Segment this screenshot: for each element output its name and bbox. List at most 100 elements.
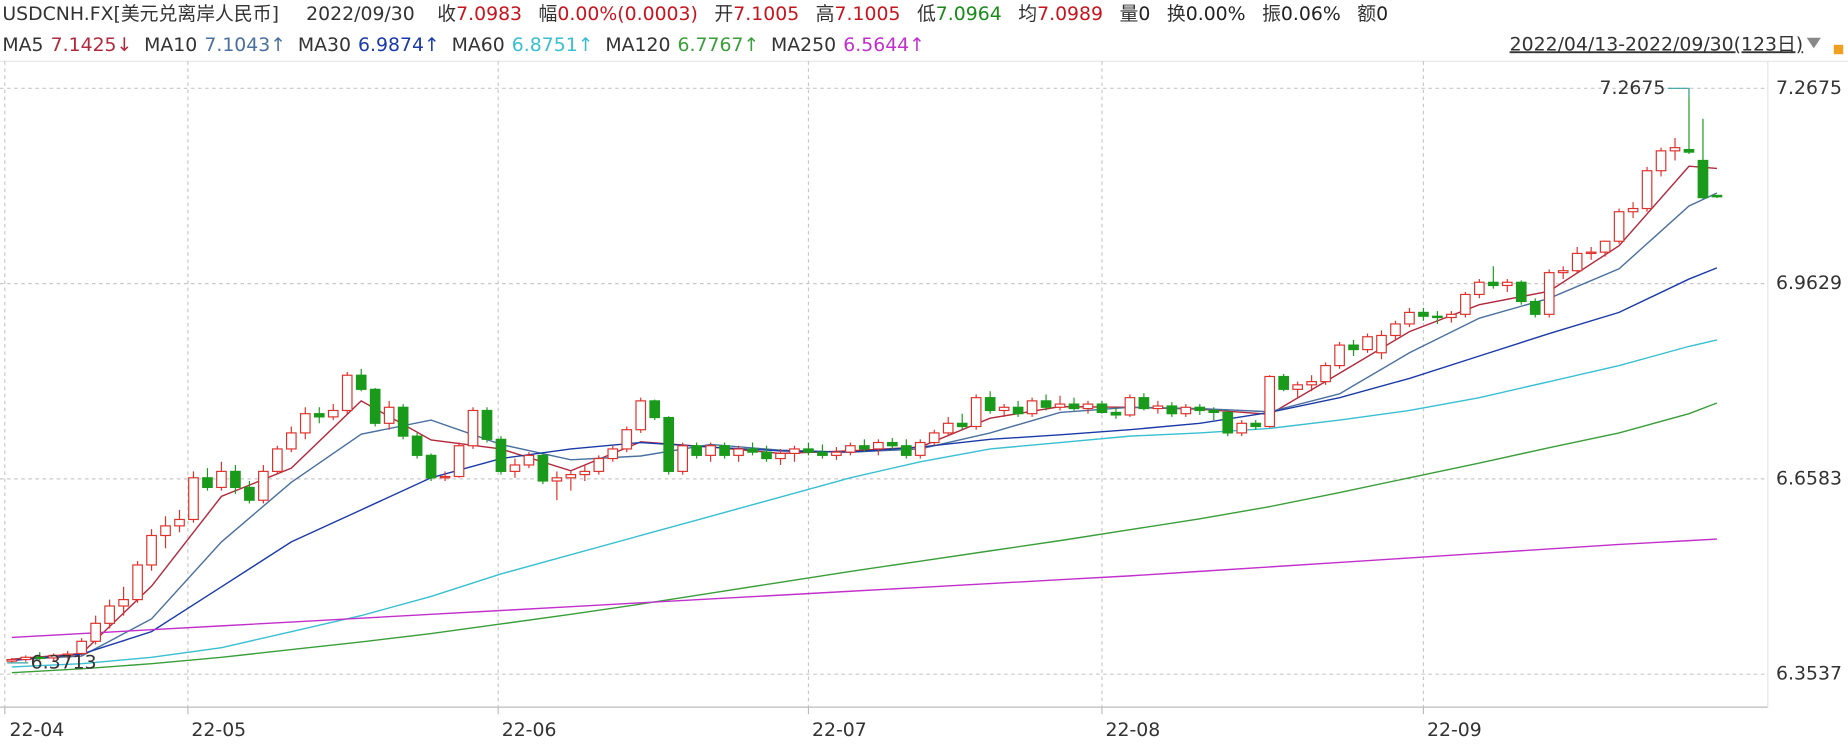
candle-body [1418, 311, 1429, 317]
candle-body [202, 477, 213, 488]
candle-body [1278, 375, 1290, 390]
candle-body [956, 422, 968, 428]
candle-body [1040, 400, 1052, 408]
candle-body [1068, 403, 1080, 410]
candle-body [831, 451, 842, 456]
candle-body [872, 441, 884, 450]
candle-body [1096, 403, 1108, 413]
candle-body [859, 445, 870, 450]
candle-body [230, 470, 241, 488]
candle-body [1515, 281, 1527, 303]
candle-body [845, 445, 856, 453]
legend-name: MA250 [771, 34, 836, 55]
ma-line [11, 267, 1718, 662]
annotations: 7.2675 6.3713 [7, 78, 1690, 673]
legend-name: MA120 [605, 34, 670, 55]
candle-body [1306, 381, 1317, 386]
candle-body [523, 454, 535, 466]
candle-body [174, 518, 185, 527]
candle-body [1026, 400, 1038, 415]
quote-value: 0 [1138, 4, 1150, 25]
candle-body [1012, 406, 1024, 415]
quote-value: 0 [1376, 4, 1388, 25]
candle-body [761, 451, 772, 460]
quote-label: 换 [1167, 3, 1186, 25]
candle-body [425, 454, 437, 479]
quote-value: 0.06% [1281, 4, 1341, 25]
x-tick-label: 22-08 [1106, 720, 1161, 741]
candle-body [970, 397, 982, 428]
quote-value: 7.1005 [733, 4, 799, 25]
settings-icon[interactable] [1833, 44, 1844, 55]
candle-body [104, 605, 115, 624]
symbol-title: USDCNH.FX[美元兑离岸人民币] [2, 3, 279, 25]
quote-date: 2022/09/30 [306, 4, 415, 25]
candle-body [1446, 313, 1457, 319]
candle-body [942, 422, 954, 434]
quote-label: 开 [714, 4, 733, 25]
candle-body [1669, 147, 1681, 152]
candle-body [1292, 384, 1303, 390]
candle-body [621, 429, 633, 450]
quote-label: 振 [1262, 3, 1281, 25]
range-label[interactable]: 2022/04/13-2022/09/30(123日) [1510, 34, 1804, 55]
candle-body [467, 409, 479, 447]
candle-body [1222, 411, 1234, 434]
candle-body [1194, 406, 1206, 412]
candle-body [1599, 240, 1611, 253]
candle-body [397, 406, 409, 437]
candle-body [1082, 403, 1094, 410]
x-tick-label: 22-07 [812, 720, 867, 741]
candle-body [607, 448, 619, 460]
legend-name: MA5 [2, 34, 43, 55]
max-pointer [1667, 87, 1690, 98]
candle-body [1404, 311, 1415, 325]
candle-body [272, 448, 283, 472]
candle-body [1138, 397, 1150, 410]
candle-body [313, 413, 325, 418]
candle-body [411, 435, 423, 456]
candle-body [1250, 422, 1262, 428]
quote-header: USDCNH.FX[美元兑离岸人民币] 2022/09/30 收7.0983 幅0… [2, 3, 1388, 25]
x-tick-label: 22-04 [9, 720, 64, 741]
ma-line [11, 402, 1718, 674]
legend-name: MA60 [452, 34, 505, 55]
candle-body [733, 448, 744, 456]
ma-line [11, 192, 1718, 661]
dropdown-icon[interactable] [1806, 37, 1821, 49]
candle-body [90, 622, 101, 642]
candle-body [188, 477, 199, 521]
candle-body [1557, 270, 1569, 274]
candle-body [1390, 323, 1401, 337]
candle-body [1585, 251, 1597, 255]
candle-body [1613, 211, 1625, 242]
candle-body [719, 445, 730, 456]
candle-body [76, 640, 88, 655]
candle-body [299, 413, 311, 434]
candle-body [691, 445, 702, 456]
candle-body [6, 658, 18, 662]
min-label: 6.3713 [31, 652, 97, 673]
candle-body [565, 473, 577, 479]
candle-body [1543, 272, 1555, 315]
candle-body [20, 656, 32, 661]
candle-body [705, 445, 716, 456]
y-tick-label: 7.2675 [1776, 78, 1842, 99]
candle-body [1362, 336, 1373, 351]
candle-body [132, 564, 143, 601]
candle-body [1334, 344, 1345, 367]
candle-body [509, 464, 521, 472]
candle-body [1166, 405, 1178, 415]
candle-body [817, 451, 828, 456]
legend-value: 6.8751↑ [512, 34, 594, 55]
quote-label: 均 [1018, 3, 1037, 25]
quote-value: 7.1005 [835, 4, 901, 25]
quote-label: 额 [1357, 3, 1376, 25]
candle-body [1152, 405, 1164, 410]
candle-body [369, 388, 381, 424]
legend-value: 7.1425↓ [51, 34, 133, 55]
candle-body [775, 452, 786, 460]
candle-body [34, 656, 46, 660]
